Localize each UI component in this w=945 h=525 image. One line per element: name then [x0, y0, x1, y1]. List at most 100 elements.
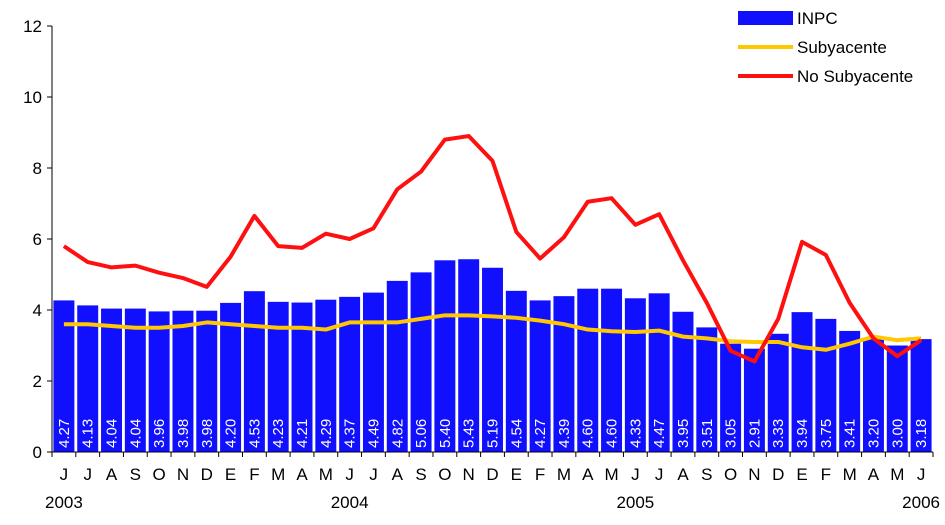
- x-tick-label: A: [582, 465, 594, 484]
- bar: [124, 308, 146, 452]
- bar: [434, 260, 456, 452]
- bar: [815, 318, 837, 452]
- bar: [720, 343, 742, 452]
- value-label: 3.00: [889, 419, 906, 448]
- y-tick-label: 6: [33, 230, 42, 249]
- x-tick-label: J: [369, 465, 378, 484]
- x-tick-label: J: [917, 465, 926, 484]
- value-label: 3.51: [699, 419, 716, 448]
- value-label: 3.41: [842, 419, 859, 448]
- y-tick-label: 4: [33, 301, 42, 320]
- value-label: 4.13: [80, 419, 97, 448]
- x-tick-label: E: [796, 465, 807, 484]
- bar: [910, 339, 932, 452]
- value-label: 4.53: [246, 419, 263, 448]
- y-tick-label: 2: [33, 372, 42, 391]
- bar: [148, 311, 170, 452]
- bar: [624, 298, 646, 452]
- x-tick-label: F: [249, 465, 259, 484]
- bar: [505, 290, 527, 452]
- value-label: 3.33: [770, 419, 787, 448]
- value-label: 3.05: [723, 419, 740, 448]
- bar: [267, 301, 289, 452]
- value-label: 4.49: [365, 419, 382, 448]
- x-tick-label: J: [83, 465, 92, 484]
- bar: [458, 259, 480, 452]
- bar: [767, 333, 789, 452]
- x-tick-label: O: [438, 465, 451, 484]
- x-tick-label: A: [677, 465, 689, 484]
- value-label: 4.23: [270, 419, 287, 448]
- year-label: 2006: [902, 493, 940, 512]
- x-tick-label: D: [772, 465, 784, 484]
- value-label: 5.40: [437, 419, 454, 448]
- bar: [315, 299, 337, 452]
- y-tick-label: 12: [23, 17, 42, 36]
- value-label: 4.04: [127, 419, 144, 448]
- value-label: 5.19: [485, 419, 502, 448]
- x-tick-label: S: [701, 465, 712, 484]
- value-label: 4.20: [223, 419, 240, 448]
- x-tick-label: A: [392, 465, 404, 484]
- bar: [101, 308, 123, 452]
- bar: [839, 330, 861, 452]
- bar: [172, 310, 194, 452]
- value-label: 3.95: [675, 419, 692, 448]
- bar: [77, 305, 99, 452]
- bar: [196, 310, 218, 452]
- x-tick-label: J: [345, 465, 354, 484]
- bar: [53, 300, 75, 452]
- x-tick-label: J: [655, 465, 664, 484]
- bar: [529, 300, 551, 452]
- value-label: 3.18: [913, 419, 930, 448]
- value-label: 4.27: [56, 419, 73, 448]
- x-tick-label: E: [511, 465, 522, 484]
- year-label: 2005: [616, 493, 654, 512]
- x-tick-label: E: [225, 465, 236, 484]
- bar: [362, 292, 384, 452]
- bar: [220, 302, 242, 452]
- value-label: 4.47: [651, 419, 668, 448]
- value-label: 4.60: [580, 419, 597, 448]
- x-tick-label: N: [177, 465, 189, 484]
- value-label: 4.37: [342, 419, 359, 448]
- x-tick-label: M: [271, 465, 285, 484]
- legend-label: INPC: [797, 9, 838, 28]
- x-tick-label: A: [296, 465, 308, 484]
- x-tick-label: O: [153, 465, 166, 484]
- value-label: 4.82: [389, 419, 406, 448]
- x-tick-label: A: [868, 465, 880, 484]
- x-tick-label: N: [748, 465, 760, 484]
- y-tick-label: 8: [33, 159, 42, 178]
- value-label: 5.06: [413, 419, 430, 448]
- bar: [862, 338, 884, 452]
- bar: [672, 311, 694, 452]
- bar: [339, 296, 361, 452]
- value-label: 4.54: [508, 419, 525, 448]
- x-tick-label: M: [890, 465, 904, 484]
- x-tick-label: F: [821, 465, 831, 484]
- x-tick-label: J: [60, 465, 69, 484]
- value-label: 4.60: [604, 419, 621, 448]
- value-label: 3.94: [794, 419, 811, 448]
- value-label: 3.20: [865, 419, 882, 448]
- x-tick-label: D: [486, 465, 498, 484]
- line-series: [62, 134, 923, 364]
- bar: [553, 296, 575, 452]
- x-tick-label: A: [106, 465, 118, 484]
- x-tick-label: M: [604, 465, 618, 484]
- value-label: 5.43: [461, 419, 478, 448]
- x-tick-label: M: [843, 465, 857, 484]
- value-label: 4.04: [104, 419, 121, 448]
- x-tick-label: F: [535, 465, 545, 484]
- legend-label: No Subyacente: [797, 67, 913, 86]
- year-label: 2004: [331, 493, 369, 512]
- line-series: [63, 313, 922, 352]
- x-tick-label: D: [201, 465, 213, 484]
- value-label: 3.98: [199, 419, 216, 448]
- y-tick-label: 0: [33, 443, 42, 462]
- legend-label: Subyacente: [797, 38, 887, 57]
- value-label: 3.98: [175, 419, 192, 448]
- y-tick-label: 10: [23, 88, 42, 107]
